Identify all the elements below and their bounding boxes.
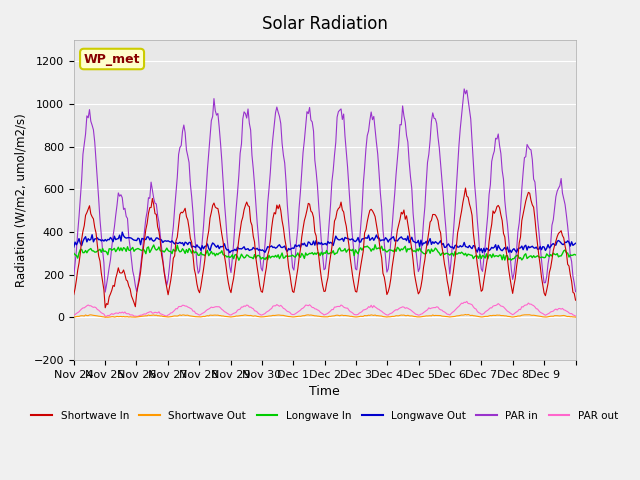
Y-axis label: Radiation (W/m2, umol/m2/s): Radiation (W/m2, umol/m2/s) xyxy=(15,113,28,287)
X-axis label: Time: Time xyxy=(309,385,340,398)
Text: WP_met: WP_met xyxy=(84,52,140,65)
Legend: Shortwave In, Shortwave Out, Longwave In, Longwave Out, PAR in, PAR out: Shortwave In, Shortwave Out, Longwave In… xyxy=(28,407,622,425)
Title: Solar Radiation: Solar Radiation xyxy=(262,15,388,33)
